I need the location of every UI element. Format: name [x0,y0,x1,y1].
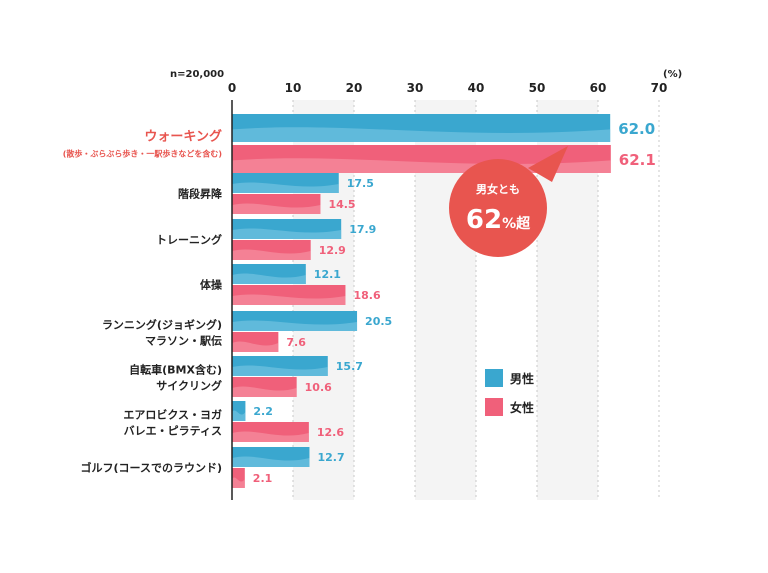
callout-pointer [528,146,568,182]
callout-bubble: 男女とも 62%超 [449,146,568,257]
legend-label: 男性 [510,371,534,386]
value-label: 20.5 [365,315,392,328]
value-label: 17.5 [347,177,374,190]
tick-label: 20 [346,81,363,95]
category-label: 階段昇降 [178,187,223,201]
category-label: サイクリング [156,379,222,393]
bar-shine [232,249,311,260]
bar-shine [232,456,310,467]
category-labels: ウォーキング (散歩・ぶらぶら歩き・一駅歩きなどを含む) 階段昇降トレーニング体操ラ… [63,129,223,475]
value-label: 12.9 [319,244,346,257]
bar-shine [232,365,328,376]
category-label: ウォーキング [144,129,222,145]
value-label: 10.6 [305,381,332,394]
category-label: エアロビクス・ヨガ [123,408,222,422]
category-label: ゴルフ(コースでのラウンド) [80,461,222,475]
bar-shine [232,182,339,193]
bars [232,114,611,488]
tick-label: 70 [651,81,668,95]
bar-shine [232,477,245,488]
tick-label: 50 [529,81,546,95]
bar-shine [232,273,306,284]
value-label: 2.2 [253,405,272,418]
value-label: 2.1 [253,472,273,485]
value-label: 12.1 [314,268,341,281]
category-label: バレエ・ピラティス [124,425,222,438]
legend-swatch [485,369,503,387]
value-label: 12.6 [317,426,344,439]
tick-label: 40 [468,81,485,95]
category-label: トレーニング [156,233,222,247]
axis: 0 10 20 30 40 50 60 70 n=20,000 (%) [170,69,682,500]
value-labels: 62.0 62.1 17.5 14.5 17.912.9 12.1 18.6 20.5 7.6 1… [253,120,656,485]
bar-shine [232,341,279,352]
bar-shine [232,294,346,305]
value-label: 62.1 [619,151,656,169]
bar-shine [232,203,321,214]
unit-label: (%) [663,69,682,80]
callout-circle [449,159,547,257]
bar-shine [232,320,358,331]
value-label: 12.7 [317,451,344,464]
tick-label: 0 [228,81,236,95]
tick-label: 60 [590,81,607,95]
legend-swatch [485,398,503,416]
value-label: 17.9 [349,223,376,236]
tick-label: 30 [407,81,424,95]
value-label: 62.0 [618,120,655,138]
callout-highlight: 62%超 [466,205,531,235]
category-sublabel: (散歩・ぶらぶら歩き・一駅歩きなどを含む) [63,149,222,159]
value-label: 14.5 [328,198,355,211]
tick-label: 10 [285,81,302,95]
callout-text: 男女とも [476,182,520,196]
bar-shine [232,410,246,421]
bar-shine [232,127,611,142]
value-label: 7.6 [286,336,306,349]
category-label: ランニング(ジョギング) [102,318,222,332]
sample-size-label: n=20,000 [170,69,224,80]
value-label: 18.6 [353,289,380,302]
legend-label: 女性 [510,400,534,415]
bar-shine [232,431,309,442]
bar-shine [232,386,297,397]
value-label: 15.7 [336,360,363,373]
bar-shine [232,228,342,239]
category-label: 自転車(BMX含む) [129,363,222,377]
category-label: 体操 [200,278,223,292]
category-label: マラソン・駅伝 [145,334,222,348]
